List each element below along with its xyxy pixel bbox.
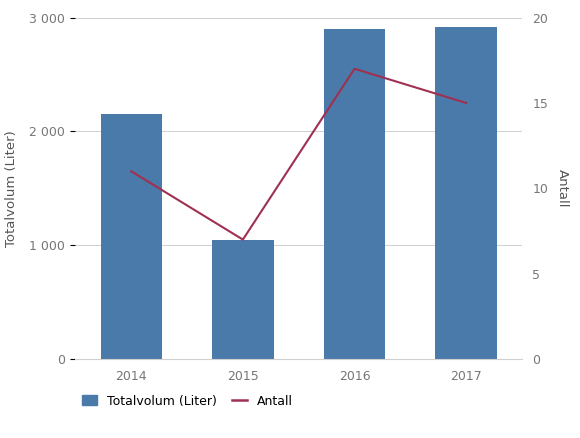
Bar — [212, 240, 274, 359]
Bar — [324, 29, 385, 359]
Antall — [128, 169, 135, 174]
Antall — [240, 237, 246, 242]
Y-axis label: Totalvolum (Liter): Totalvolum (Liter) — [5, 130, 18, 247]
Line: Antall: Antall — [131, 69, 466, 240]
Bar — [100, 114, 162, 359]
Bar — [436, 27, 497, 359]
Antall — [463, 100, 470, 106]
Y-axis label: Antall: Antall — [556, 169, 569, 208]
Antall — [351, 66, 358, 71]
Legend: Totalvolum (Liter), Antall: Totalvolum (Liter), Antall — [82, 395, 292, 408]
